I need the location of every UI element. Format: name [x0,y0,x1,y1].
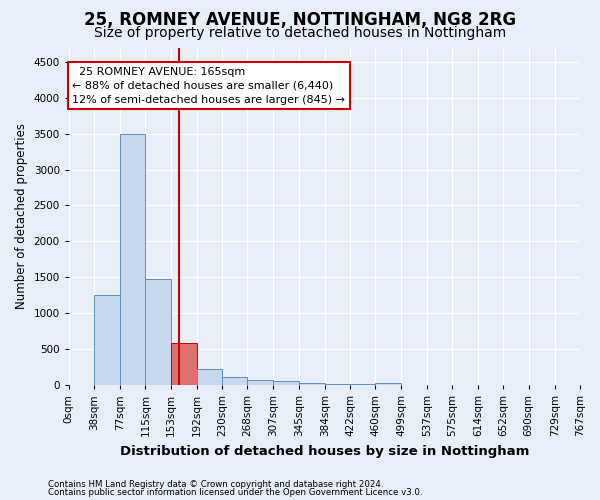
Bar [274,382,299,385]
Bar [247,380,274,385]
Text: Size of property relative to detached houses in Nottingham: Size of property relative to detached ho… [94,26,506,40]
Bar [350,384,376,385]
Y-axis label: Number of detached properties: Number of detached properties [15,124,28,310]
Text: 25, ROMNEY AVENUE, NOTTINGHAM, NG8 2RG: 25, ROMNEY AVENUE, NOTTINGHAM, NG8 2RG [84,12,516,30]
Bar [120,134,145,385]
Text: 25 ROMNEY AVENUE: 165sqm  
← 88% of detached houses are smaller (6,440)
12% of s: 25 ROMNEY AVENUE: 165sqm ← 88% of detach… [72,67,345,105]
Bar [325,384,350,385]
Bar [171,344,197,385]
Bar [376,383,401,385]
Bar [94,295,120,385]
Text: Contains HM Land Registry data © Crown copyright and database right 2024.: Contains HM Land Registry data © Crown c… [48,480,383,489]
Bar [222,377,247,385]
Text: Contains public sector information licensed under the Open Government Licence v3: Contains public sector information licen… [48,488,422,497]
Bar [145,278,171,385]
Bar [197,369,222,385]
Bar [299,383,325,385]
X-axis label: Distribution of detached houses by size in Nottingham: Distribution of detached houses by size … [120,444,529,458]
